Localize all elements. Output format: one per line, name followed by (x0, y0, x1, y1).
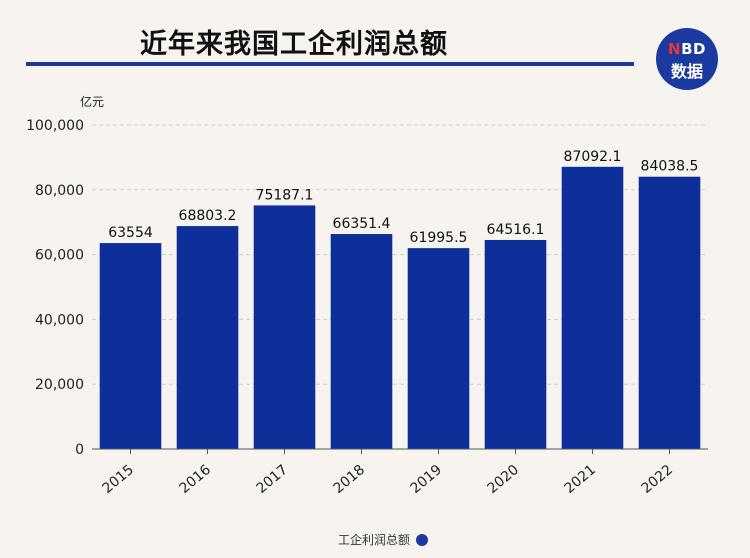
data-label-2015: 63554 (108, 225, 153, 241)
data-label-2022: 84038.5 (641, 159, 699, 175)
data-label-2019: 61995.5 (410, 230, 468, 246)
y-tick-label: 100,000 (26, 118, 84, 134)
legend-marker (416, 533, 429, 546)
data-label-2018: 66351.4 (333, 216, 391, 232)
chart-title: 近年来我国工企利润总额 (140, 29, 448, 60)
bar-2022[interactable] (638, 176, 701, 449)
bars (99, 166, 701, 449)
y-tick-label: 40,000 (35, 312, 84, 328)
y-axis: 0 20,000 40,000 60,000 80,000 100,000 (26, 118, 84, 458)
x-tick-label-2021: 2021 (561, 462, 599, 497)
y-tick-label: 60,000 (35, 248, 84, 264)
bar-2019[interactable] (407, 248, 470, 449)
y-tick-label: 0 (75, 442, 84, 458)
title-rule (26, 62, 634, 66)
data-label-2016: 68803.2 (179, 208, 237, 224)
x-tick-label-2018: 2018 (330, 462, 368, 497)
bar-2015[interactable] (99, 243, 162, 449)
data-label-2021: 87092.1 (564, 149, 622, 165)
bar-2020[interactable] (484, 239, 547, 449)
y-axis-label: 亿元 (80, 94, 104, 109)
y-tick-label: 20,000 (35, 377, 84, 393)
bar-2021[interactable] (561, 166, 624, 449)
y-tick-label: 80,000 (35, 183, 84, 199)
x-tick-label-2016: 2016 (176, 462, 214, 497)
bar-2018[interactable] (330, 234, 393, 449)
bar-2017[interactable] (253, 205, 316, 449)
x-tick-label-2020: 2020 (484, 462, 522, 497)
bar-2016[interactable] (176, 226, 239, 449)
x-tick-label-2022: 2022 (638, 462, 676, 497)
data-label-2017: 75187.1 (256, 187, 314, 203)
x-axis: 2015 2016 2017 2018 2019 2020 2021 2022 (92, 448, 708, 497)
legend-label: 工企利润总额 (338, 533, 411, 547)
data-labels: 63554 68803.2 75187.1 66351.4 61995.5 64516.1… (108, 149, 698, 246)
x-tick-label-2017: 2017 (253, 462, 291, 497)
legend[interactable]: 工企利润总额 (338, 531, 429, 548)
nbd-logo: NBD 数据 (656, 28, 718, 90)
data-label-2020: 64516.1 (487, 222, 545, 238)
x-tick-label-2019: 2019 (407, 462, 445, 497)
x-tick-label-2015: 2015 (99, 462, 137, 497)
